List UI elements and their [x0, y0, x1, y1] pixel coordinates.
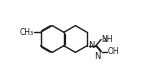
- Text: N: N: [94, 52, 101, 61]
- Text: OH: OH: [107, 47, 119, 56]
- Text: NH: NH: [101, 35, 113, 44]
- Text: CH₃: CH₃: [20, 28, 34, 37]
- Text: 2: 2: [103, 38, 106, 43]
- Text: N: N: [88, 41, 94, 50]
